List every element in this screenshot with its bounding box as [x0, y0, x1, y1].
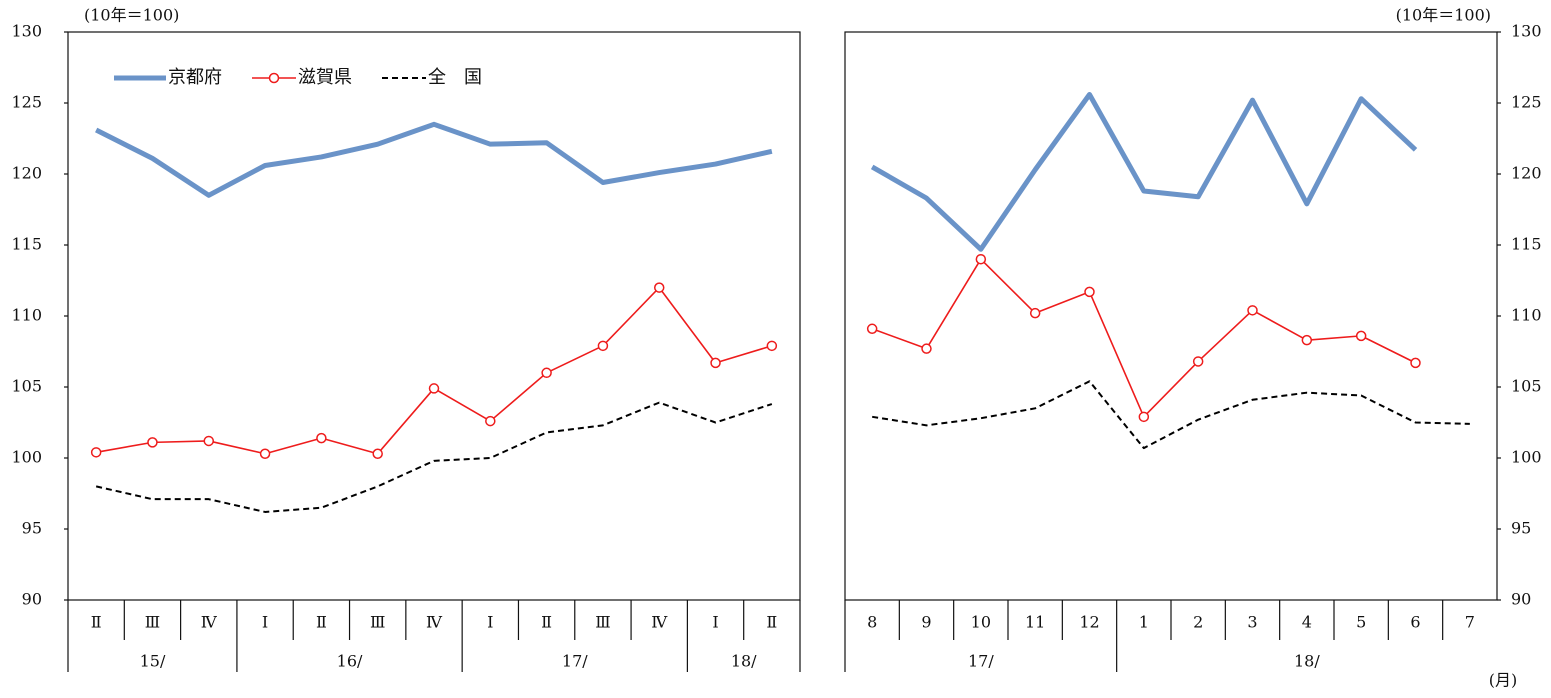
data-point — [428, 383, 440, 394]
x-tick-label: Ⅰ — [712, 613, 718, 632]
y-tick-label: 95 — [1511, 519, 1531, 538]
legend-label: 全 国 — [428, 67, 482, 88]
y-tick-label: 120 — [11, 164, 42, 183]
legend-label: 京都府 — [168, 67, 222, 88]
x-tick-label: Ⅳ — [426, 613, 443, 632]
y-tick-label: 115 — [1511, 235, 1542, 254]
legend-label: 滋賀県 — [298, 67, 352, 88]
data-point — [485, 415, 496, 427]
x-group-label: 17/ — [968, 652, 994, 671]
data-point — [1029, 307, 1041, 319]
y-tick-label: 105 — [1511, 377, 1542, 396]
x-tick-label: Ⅲ — [145, 613, 160, 632]
x-tick-label: 6 — [1410, 613, 1420, 632]
plot-frame — [67, 31, 801, 601]
data-point — [1410, 357, 1421, 369]
x-tick-label: Ⅲ — [370, 613, 385, 632]
y-tick-label: 90 — [22, 590, 42, 609]
data-point — [653, 282, 665, 293]
data-point — [921, 343, 932, 354]
y-unit: (10年＝100) — [1396, 6, 1491, 25]
data-point — [1355, 330, 1367, 342]
data-point — [1138, 411, 1150, 423]
series-line — [872, 380, 1470, 450]
y-tick-label: 125 — [11, 93, 42, 112]
x-group-label: 18/ — [1294, 652, 1320, 671]
y-tick-label: 115 — [11, 235, 42, 254]
series-line — [870, 91, 1418, 252]
x-tick-label: 1 — [1139, 613, 1149, 632]
data-point — [372, 448, 383, 459]
data-point — [316, 432, 327, 444]
y-tick-label: 110 — [1511, 306, 1542, 325]
y-tick-label: 130 — [11, 22, 42, 41]
x-tick-label: 9 — [921, 613, 931, 632]
data-point — [203, 435, 215, 447]
x-tick-label: 5 — [1356, 613, 1366, 632]
x-unit: (月) — [1489, 671, 1518, 690]
x-tick-label: 12 — [1079, 613, 1099, 632]
series-line — [95, 121, 773, 198]
x-tick-label: 7 — [1465, 613, 1475, 632]
data-point — [1301, 334, 1313, 346]
x-group-label: 17/ — [562, 652, 588, 671]
data-point — [766, 340, 778, 352]
plot-frame — [844, 31, 1498, 601]
data-point — [866, 323, 878, 335]
x-tick-label: 4 — [1302, 613, 1312, 632]
series-line — [96, 286, 773, 455]
y-tick-label: 100 — [1511, 448, 1542, 467]
x-tick-label: Ⅱ — [541, 613, 552, 632]
y-tick-label: 110 — [11, 306, 42, 325]
x-group-label: 16/ — [337, 652, 363, 671]
data-point — [90, 447, 102, 458]
data-point — [147, 437, 158, 448]
y-tick-label: 120 — [1511, 164, 1542, 183]
y-tick-label: 90 — [1511, 590, 1531, 609]
x-tick-label: Ⅰ — [262, 613, 268, 632]
x-tick-label: Ⅲ — [595, 613, 610, 632]
y-tick-label: 125 — [1511, 93, 1542, 112]
x-tick-label: Ⅱ — [91, 613, 102, 632]
series-line — [95, 401, 773, 513]
x-tick-label: 11 — [1025, 613, 1045, 632]
x-tick-label: 8 — [867, 613, 877, 632]
x-group-label: 18/ — [731, 652, 757, 671]
data-point — [1247, 305, 1258, 316]
data-point — [710, 357, 721, 369]
x-tick-label: Ⅱ — [766, 613, 777, 632]
legend-marker — [268, 72, 280, 84]
x-tick-label: Ⅰ — [487, 613, 493, 632]
y-tick-label: 130 — [1511, 22, 1542, 41]
x-tick-label: 10 — [971, 613, 991, 632]
data-point — [1084, 286, 1095, 298]
x-tick-label: Ⅳ — [201, 613, 218, 632]
y-unit: (10年＝100) — [84, 6, 179, 25]
x-tick-label: 3 — [1247, 613, 1257, 632]
x-tick-label: Ⅳ — [651, 613, 668, 632]
x-group-label: 15/ — [140, 652, 166, 671]
y-tick-label: 105 — [11, 377, 42, 396]
x-tick-label: Ⅱ — [316, 613, 327, 632]
x-tick-label: 2 — [1193, 613, 1203, 632]
data-point — [975, 253, 987, 265]
data-point — [1192, 356, 1204, 367]
data-point — [259, 448, 271, 459]
y-tick-label: 100 — [11, 448, 42, 467]
data-point — [597, 340, 609, 352]
data-point — [541, 367, 552, 379]
y-tick-label: 95 — [22, 519, 42, 538]
